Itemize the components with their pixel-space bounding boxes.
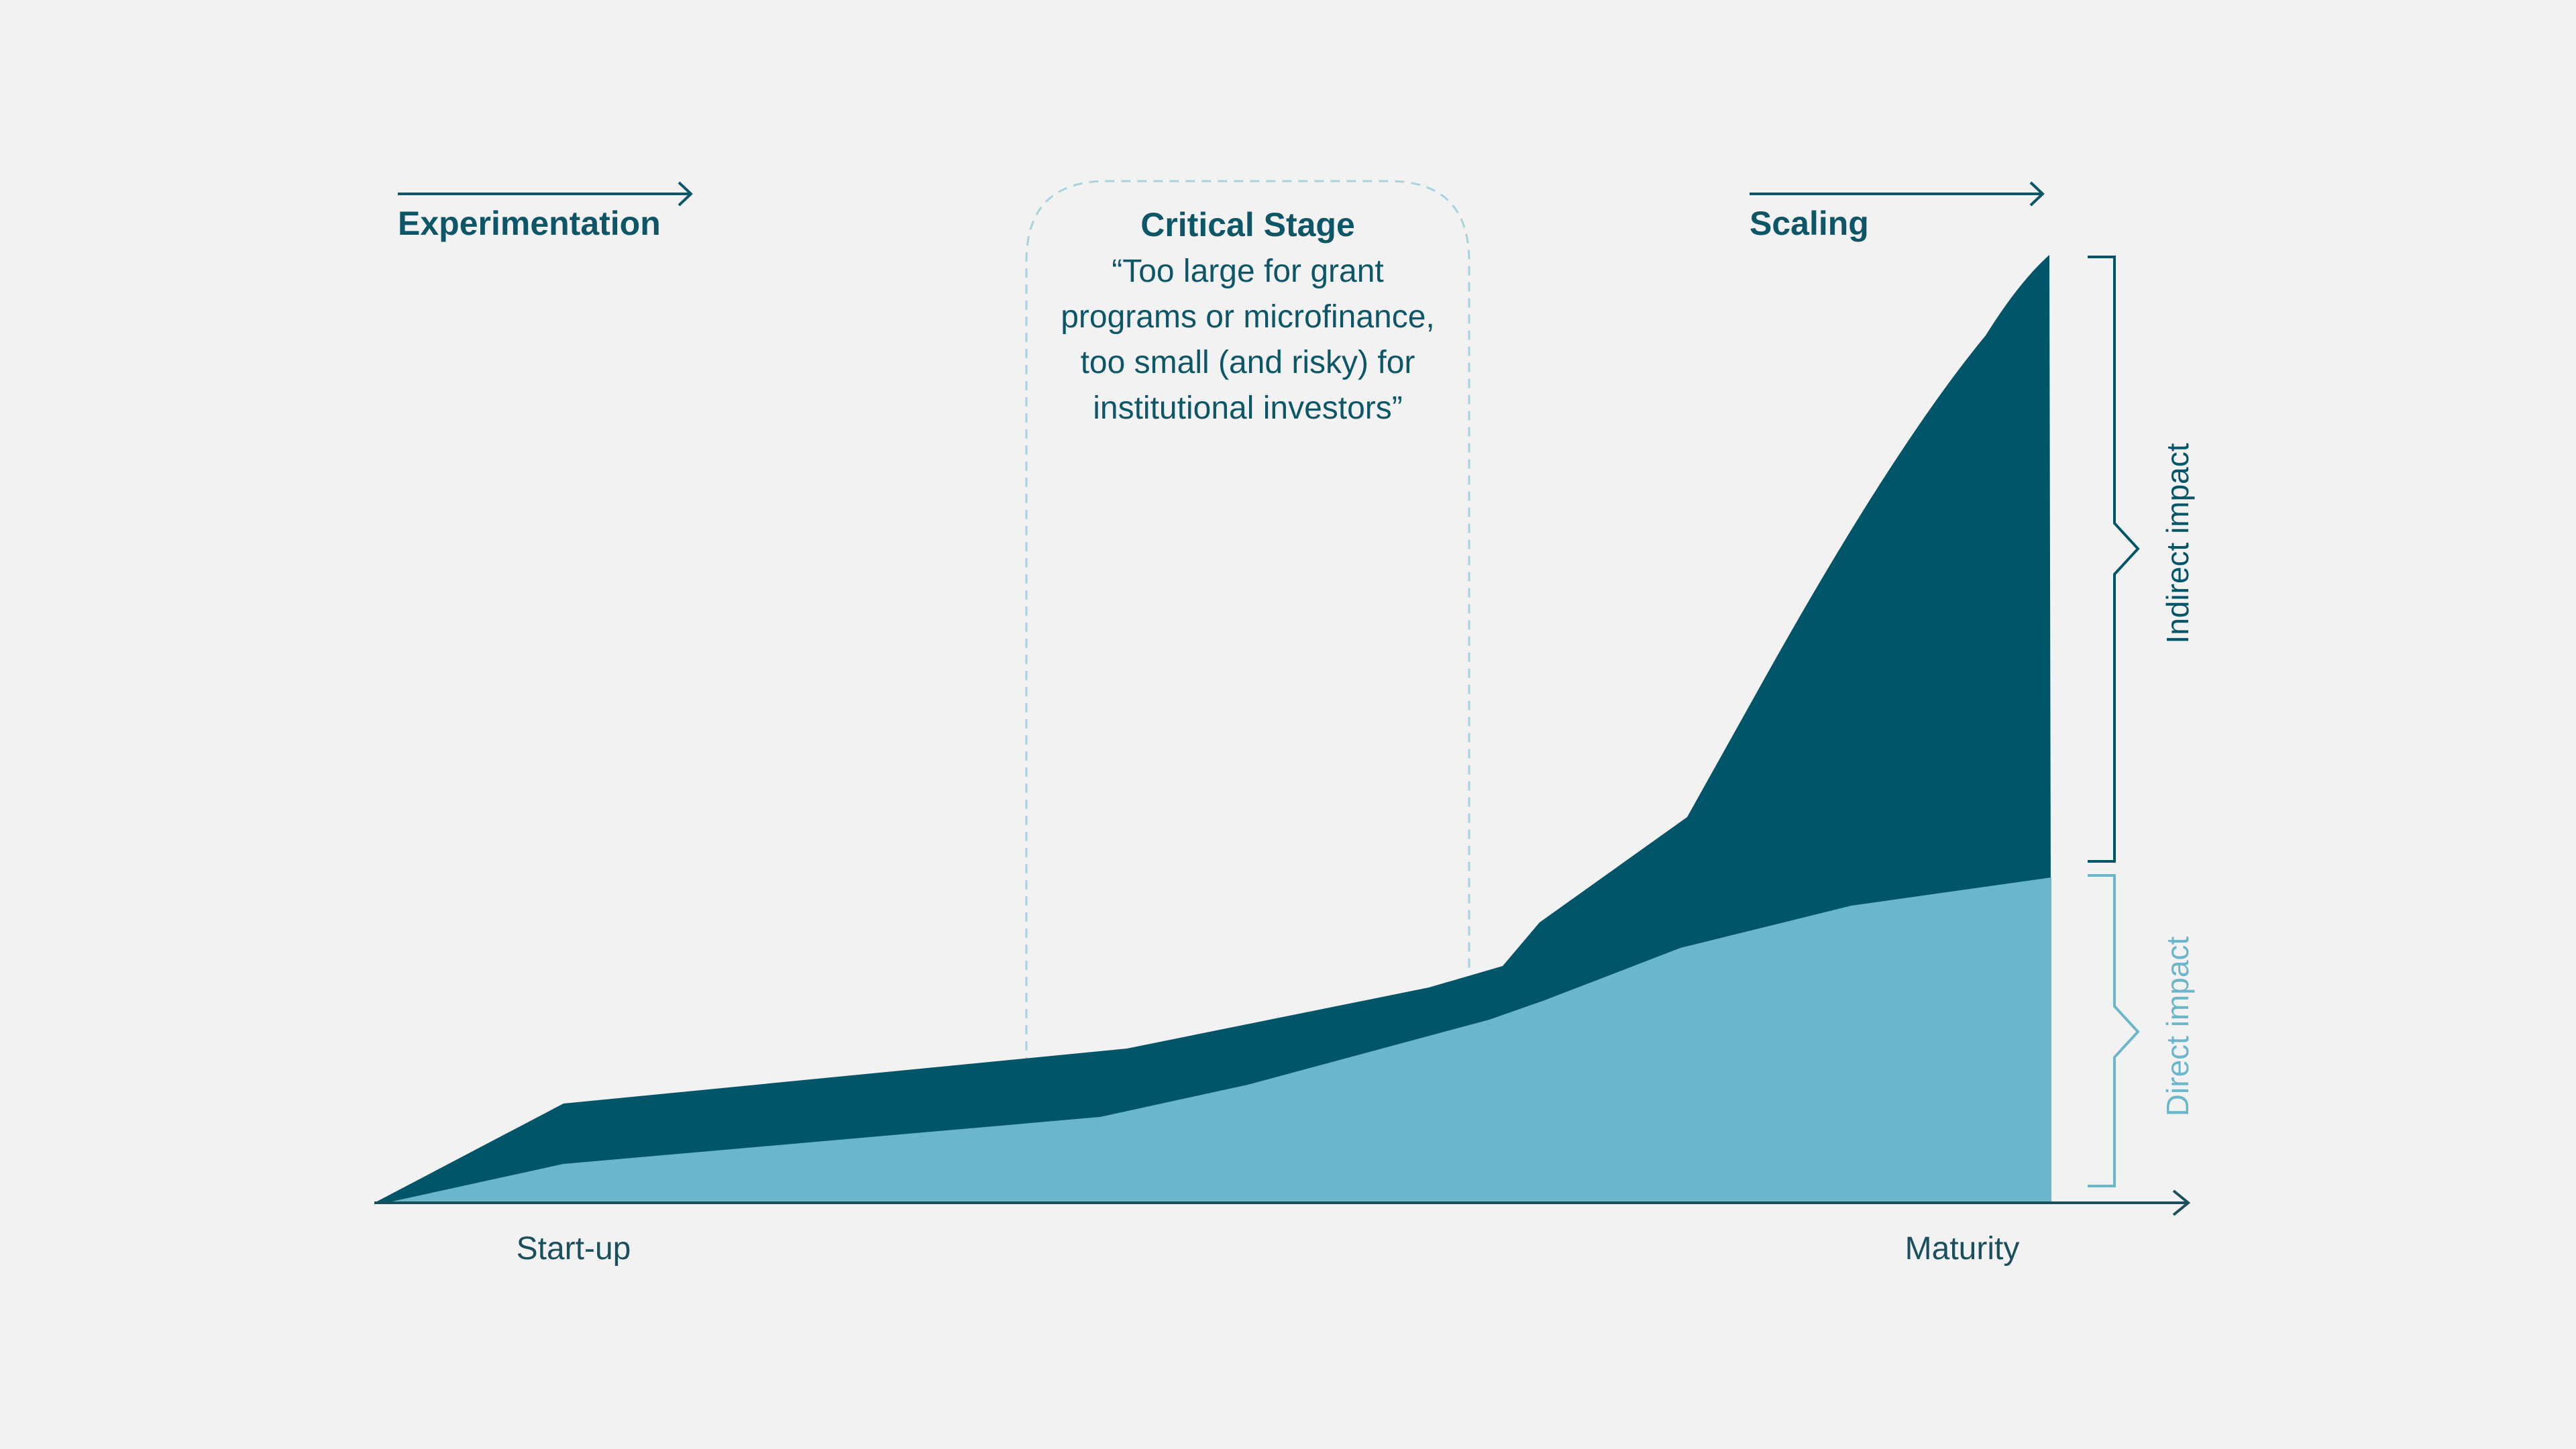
critical-stage-title: Critical Stage: [1140, 206, 1355, 244]
critical-stage-quote-line-3: too small (and risky) for: [1081, 345, 1415, 380]
experimentation-arrowhead: [678, 181, 693, 207]
scaling-label: Scaling: [1750, 205, 1869, 242]
experimentation-label: Experimentation: [398, 205, 661, 242]
indirect-impact-bracket: [2088, 256, 2140, 863]
direct-impact-bracket: [2088, 874, 2140, 1187]
x-axis-arrowhead: [2172, 1189, 2191, 1216]
indirect-impact-area: [376, 255, 2051, 1202]
critical-stage-quote-line-4: institutional investors”: [1093, 390, 1403, 426]
critical-stage-frame: [1025, 180, 1470, 1067]
direct-impact-label: Direct impact: [2160, 936, 2195, 1117]
critical-stage-quote-line-2: programs or microfinance,: [1061, 299, 1435, 335]
start-up-label: Start-up: [517, 1231, 631, 1267]
maturity-label: Maturity: [1905, 1231, 2020, 1267]
indirect-impact-label: Indirect impact: [2160, 443, 2195, 643]
critical-stage-quote-line-1: “Too large for grant: [1112, 254, 1384, 289]
scaling-arrowhead: [2029, 181, 2045, 207]
direct-impact-area: [389, 877, 2051, 1202]
